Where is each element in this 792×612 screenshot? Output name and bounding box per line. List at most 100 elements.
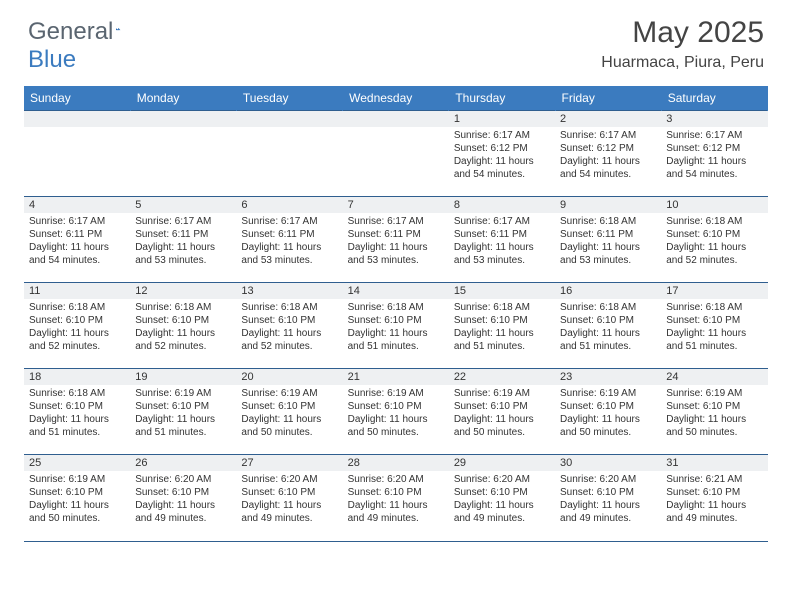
calendar-cell: 18Sunrise: 6:18 AMSunset: 6:10 PMDayligh…: [24, 369, 130, 455]
weekday-header: Friday: [555, 86, 661, 111]
daylight-text: Daylight: 11 hours and 52 minutes.: [241, 327, 337, 353]
day-number: 20: [236, 369, 342, 385]
day-number: 13: [236, 283, 342, 299]
sunset-text: Sunset: 6:10 PM: [29, 314, 125, 327]
cell-body: Sunrise: 6:17 AMSunset: 6:12 PMDaylight:…: [661, 127, 767, 184]
weekday-header: Thursday: [449, 86, 555, 111]
cell-body: Sunrise: 6:19 AMSunset: 6:10 PMDaylight:…: [24, 471, 130, 528]
logo-mark-icon: [116, 19, 121, 39]
sunrise-text: Sunrise: 6:18 AM: [454, 301, 550, 314]
cell-body-blank: [343, 127, 449, 132]
sunset-text: Sunset: 6:10 PM: [560, 400, 656, 413]
day-number: 6: [236, 197, 342, 213]
calendar-cell: 22Sunrise: 6:19 AMSunset: 6:10 PMDayligh…: [449, 369, 555, 455]
sunrise-text: Sunrise: 6:18 AM: [560, 301, 656, 314]
day-number: 26: [130, 455, 236, 471]
calendar-cell: 16Sunrise: 6:18 AMSunset: 6:10 PMDayligh…: [555, 283, 661, 369]
sunrise-text: Sunrise: 6:18 AM: [666, 215, 762, 228]
weekday-header: Sunday: [24, 86, 130, 111]
day-number: 2: [555, 111, 661, 127]
sunrise-text: Sunrise: 6:20 AM: [454, 473, 550, 486]
calendar-table: Sunday Monday Tuesday Wednesday Thursday…: [24, 86, 768, 541]
daylight-text: Daylight: 11 hours and 53 minutes.: [454, 241, 550, 267]
daylight-text: Daylight: 11 hours and 50 minutes.: [241, 413, 337, 439]
sunrise-text: Sunrise: 6:19 AM: [135, 387, 231, 400]
calendar-cell: 10Sunrise: 6:18 AMSunset: 6:10 PMDayligh…: [661, 197, 767, 283]
sunset-text: Sunset: 6:11 PM: [560, 228, 656, 241]
daylight-text: Daylight: 11 hours and 52 minutes.: [135, 327, 231, 353]
sunrise-text: Sunrise: 6:17 AM: [241, 215, 337, 228]
cell-body: Sunrise: 6:20 AMSunset: 6:10 PMDaylight:…: [555, 471, 661, 528]
daylight-text: Daylight: 11 hours and 50 minutes.: [560, 413, 656, 439]
daylight-text: Daylight: 11 hours and 54 minutes.: [29, 241, 125, 267]
cell-body: Sunrise: 6:18 AMSunset: 6:11 PMDaylight:…: [555, 213, 661, 270]
daylight-text: Daylight: 11 hours and 53 minutes.: [241, 241, 337, 267]
sunset-text: Sunset: 6:12 PM: [666, 142, 762, 155]
sunset-text: Sunset: 6:10 PM: [666, 228, 762, 241]
sunset-text: Sunset: 6:11 PM: [348, 228, 444, 241]
calendar-cell: 27Sunrise: 6:20 AMSunset: 6:10 PMDayligh…: [236, 455, 342, 541]
sunrise-text: Sunrise: 6:18 AM: [135, 301, 231, 314]
daylight-text: Daylight: 11 hours and 50 minutes.: [29, 499, 125, 525]
sunrise-text: Sunrise: 6:18 AM: [666, 301, 762, 314]
daylight-text: Daylight: 11 hours and 51 minutes.: [454, 327, 550, 353]
day-number: 16: [555, 283, 661, 299]
calendar-cell: [24, 111, 130, 197]
calendar-week-row: 4Sunrise: 6:17 AMSunset: 6:11 PMDaylight…: [24, 197, 768, 283]
sunset-text: Sunset: 6:10 PM: [454, 486, 550, 499]
calendar-cell: 28Sunrise: 6:20 AMSunset: 6:10 PMDayligh…: [343, 455, 449, 541]
daylight-text: Daylight: 11 hours and 49 minutes.: [454, 499, 550, 525]
calendar-cell: 6Sunrise: 6:17 AMSunset: 6:11 PMDaylight…: [236, 197, 342, 283]
sunrise-text: Sunrise: 6:17 AM: [666, 129, 762, 142]
cell-body: Sunrise: 6:17 AMSunset: 6:11 PMDaylight:…: [449, 213, 555, 270]
cell-body: Sunrise: 6:17 AMSunset: 6:11 PMDaylight:…: [24, 213, 130, 270]
sunrise-text: Sunrise: 6:17 AM: [135, 215, 231, 228]
cell-body: Sunrise: 6:18 AMSunset: 6:10 PMDaylight:…: [236, 299, 342, 356]
day-number: 3: [661, 111, 767, 127]
daylight-text: Daylight: 11 hours and 50 minutes.: [454, 413, 550, 439]
sunset-text: Sunset: 6:10 PM: [560, 486, 656, 499]
day-number: 31: [661, 455, 767, 471]
sunset-text: Sunset: 6:10 PM: [135, 486, 231, 499]
sunset-text: Sunset: 6:10 PM: [454, 400, 550, 413]
day-number-blank: [236, 111, 342, 127]
daylight-text: Daylight: 11 hours and 53 minutes.: [560, 241, 656, 267]
logo-text-general: General: [28, 18, 113, 46]
calendar-cell: [343, 111, 449, 197]
sunset-text: Sunset: 6:12 PM: [560, 142, 656, 155]
sunset-text: Sunset: 6:11 PM: [29, 228, 125, 241]
day-number: 17: [661, 283, 767, 299]
daylight-text: Daylight: 11 hours and 53 minutes.: [135, 241, 231, 267]
calendar-cell: 13Sunrise: 6:18 AMSunset: 6:10 PMDayligh…: [236, 283, 342, 369]
calendar-cell: 11Sunrise: 6:18 AMSunset: 6:10 PMDayligh…: [24, 283, 130, 369]
cell-body: Sunrise: 6:19 AMSunset: 6:10 PMDaylight:…: [661, 385, 767, 442]
sunset-text: Sunset: 6:10 PM: [135, 400, 231, 413]
calendar-cell: 17Sunrise: 6:18 AMSunset: 6:10 PMDayligh…: [661, 283, 767, 369]
sunrise-text: Sunrise: 6:17 AM: [29, 215, 125, 228]
logo-text-blue: Blue: [28, 46, 76, 73]
cell-body: Sunrise: 6:17 AMSunset: 6:11 PMDaylight:…: [236, 213, 342, 270]
day-number: 7: [343, 197, 449, 213]
day-number: 18: [24, 369, 130, 385]
cell-body: Sunrise: 6:17 AMSunset: 6:11 PMDaylight:…: [130, 213, 236, 270]
calendar-cell: [236, 111, 342, 197]
daylight-text: Daylight: 11 hours and 52 minutes.: [666, 241, 762, 267]
sunrise-text: Sunrise: 6:19 AM: [348, 387, 444, 400]
weekday-header: Wednesday: [343, 86, 449, 111]
sunrise-text: Sunrise: 6:20 AM: [348, 473, 444, 486]
calendar-cell: 14Sunrise: 6:18 AMSunset: 6:10 PMDayligh…: [343, 283, 449, 369]
daylight-text: Daylight: 11 hours and 49 minutes.: [666, 499, 762, 525]
title-block: May 2025 Huarmaca, Piura, Peru: [601, 18, 764, 72]
cell-body: Sunrise: 6:18 AMSunset: 6:10 PMDaylight:…: [555, 299, 661, 356]
sunset-text: Sunset: 6:10 PM: [29, 486, 125, 499]
cell-body: Sunrise: 6:18 AMSunset: 6:10 PMDaylight:…: [130, 299, 236, 356]
cell-body: Sunrise: 6:19 AMSunset: 6:10 PMDaylight:…: [236, 385, 342, 442]
daylight-text: Daylight: 11 hours and 49 minutes.: [135, 499, 231, 525]
daylight-text: Daylight: 11 hours and 54 minutes.: [560, 155, 656, 181]
calendar-cell: 29Sunrise: 6:20 AMSunset: 6:10 PMDayligh…: [449, 455, 555, 541]
calendar-cell: 5Sunrise: 6:17 AMSunset: 6:11 PMDaylight…: [130, 197, 236, 283]
cell-body: Sunrise: 6:18 AMSunset: 6:10 PMDaylight:…: [24, 299, 130, 356]
cell-body: Sunrise: 6:18 AMSunset: 6:10 PMDaylight:…: [343, 299, 449, 356]
daylight-text: Daylight: 11 hours and 49 minutes.: [348, 499, 444, 525]
calendar-week-row: 25Sunrise: 6:19 AMSunset: 6:10 PMDayligh…: [24, 455, 768, 541]
